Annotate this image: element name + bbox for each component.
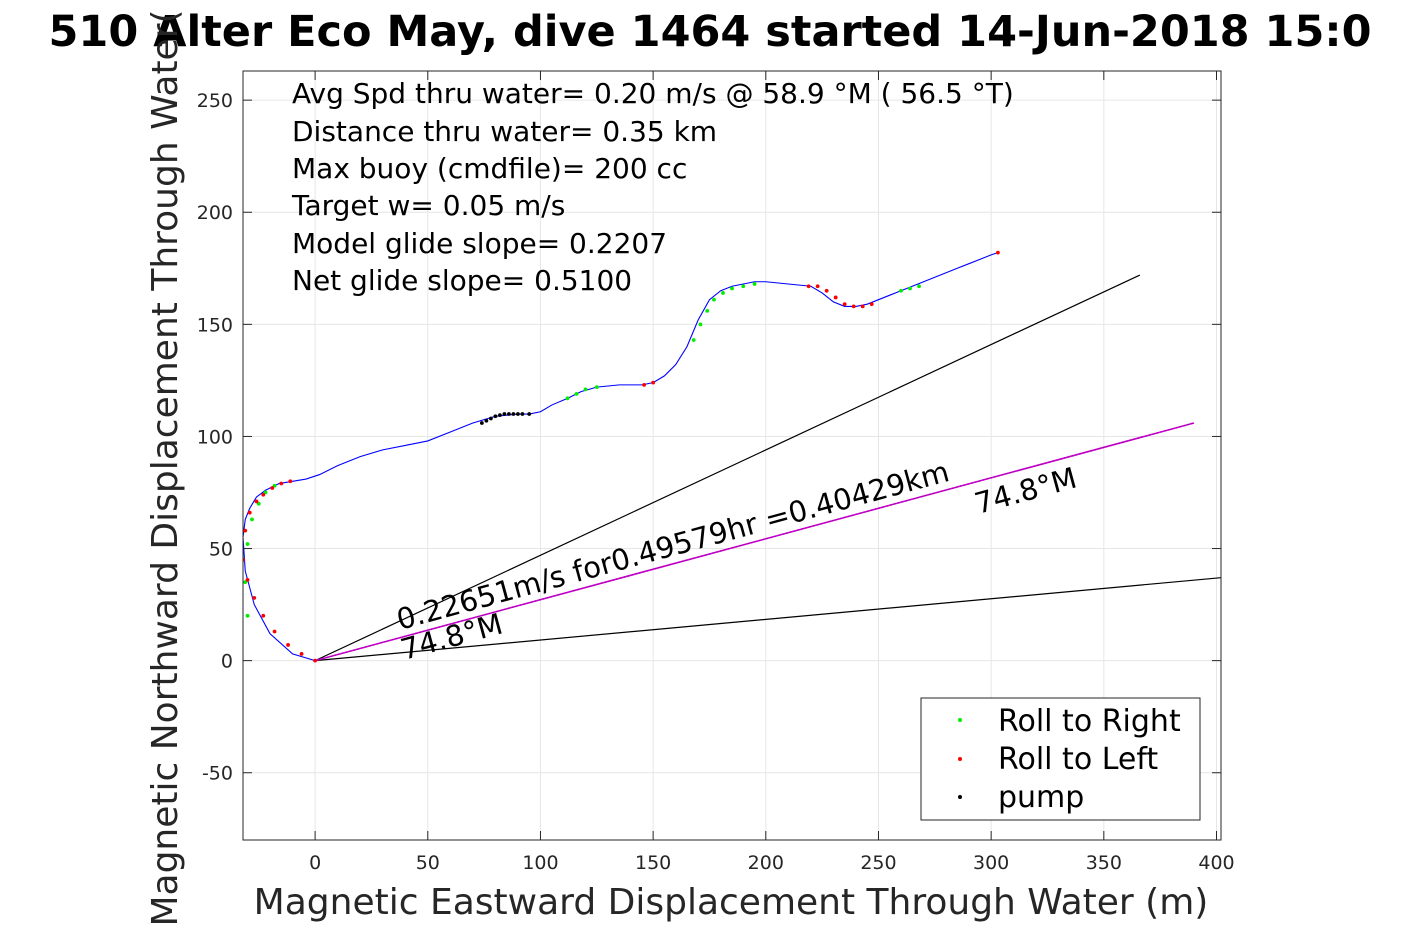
roll-right-point (698, 322, 703, 327)
current-vector-line (314, 422, 1195, 662)
chart-title: 510 Alter Eco May, dive 1464 started 14-… (48, 7, 1371, 57)
plot-frame (242, 70, 1222, 841)
roll-left-point (286, 643, 290, 647)
roll-right-point (691, 338, 696, 342)
y-tick-label: 100 (197, 426, 233, 448)
roll-right-point (565, 396, 570, 401)
roll-left-point (270, 486, 275, 490)
roll-left-point (254, 499, 259, 504)
x-tick-label: 400 (1198, 852, 1234, 874)
x-tick-label: 100 (522, 852, 558, 874)
pump-point (520, 412, 525, 416)
legend-marker-pump (958, 795, 962, 799)
roll-right-point (583, 387, 588, 392)
roll-right-point (705, 308, 710, 313)
y-tick-label: 50 (209, 539, 233, 561)
roll-right-point (712, 297, 716, 302)
x-tick-label: 0 (309, 852, 321, 874)
roll-left-point (279, 481, 284, 486)
legend-label-pump: pump (998, 780, 1084, 815)
roll-left-point (869, 302, 874, 307)
roll-left-point (824, 288, 829, 293)
pump-point (479, 421, 484, 425)
roll-left-point (243, 528, 248, 533)
legend-label-roll-left: Roll to Left (998, 742, 1158, 777)
roll-left-point (842, 302, 847, 307)
roll-left-point (860, 304, 865, 309)
pump-point (493, 414, 498, 419)
pump-point (511, 412, 516, 416)
roll-right-point (245, 613, 250, 618)
roll-left-point (261, 492, 266, 497)
roll-left-point (833, 295, 838, 300)
x-tick-label: 50 (416, 852, 440, 874)
roll-right-point (752, 282, 757, 286)
reference-lines (314, 274, 1221, 662)
info-line-net-glide: Net glide slope= 0.5100 (292, 264, 632, 297)
roll-left-point (272, 629, 277, 634)
legend-marker-roll-right (958, 718, 962, 722)
legend-label-roll-right: Roll to Right (998, 704, 1181, 739)
roll-right-point (250, 517, 254, 522)
roll-left-point (288, 479, 293, 484)
x-tick-label: 250 (860, 852, 896, 874)
pump-point (497, 413, 502, 418)
roll-left-point (252, 595, 257, 600)
roll-left-point (247, 510, 252, 515)
legend-box (920, 697, 1201, 821)
y-tick-label: 250 (197, 90, 233, 112)
roll-left-point (815, 284, 820, 289)
roll-right-point (245, 542, 250, 546)
marker-layer (243, 250, 1000, 663)
roll-right-point (594, 385, 599, 390)
x-tick-label: 200 (748, 852, 784, 874)
roll-left-point (245, 578, 250, 582)
roll-right-point (574, 391, 579, 396)
y-tick-label: -50 (202, 763, 233, 785)
glide-slope-line (315, 577, 1221, 662)
axis-ticks: 0 50 100 150 200 250 300 350 400 -50 0 50 100 150 200 2… (197, 71, 1235, 874)
roll-left-point (642, 382, 647, 387)
roll-left-point (261, 613, 266, 618)
roll-right-point (741, 284, 746, 289)
x-axis-label: Magnetic Eastward Displacement Through W… (254, 882, 1209, 923)
y-axis-label: Magnetic Northward Displacement Through … (145, 9, 186, 926)
glider-track-line (243, 252, 999, 662)
y-tick-label: 150 (197, 314, 233, 336)
pump-point (527, 412, 532, 416)
x-tick-label: 350 (1086, 852, 1122, 874)
roll-left-point (996, 250, 1000, 255)
info-line-distance: Distance thru water= 0.35 km (292, 115, 717, 148)
legend-marker-roll-left (958, 757, 962, 761)
roll-right-point (917, 284, 921, 289)
y-tick-label: 200 (197, 202, 233, 224)
pump-point (488, 416, 493, 421)
glide-slope-line (314, 274, 1141, 662)
roll-right-point (721, 291, 725, 295)
info-line-avg-speed: Avg Spd thru water= 0.20 m/s @ 58.9 °M (… (292, 77, 1014, 110)
x-tick-label: 150 (635, 852, 671, 874)
info-line-target-w: Target w= 0.05 m/s (291, 189, 565, 222)
pump-point (502, 412, 507, 416)
track-layer (243, 252, 999, 662)
info-text-block: Avg Spd thru water= 0.20 m/s @ 58.9 °M (… (291, 77, 1014, 297)
roll-left-point (851, 304, 856, 309)
roll-left-point (806, 284, 811, 289)
info-line-model-glide: Model glide slope= 0.2207 (292, 227, 667, 260)
info-line-max-buoy: Max buoy (cmdfile)= 200 cc (292, 152, 687, 185)
pump-point (507, 412, 511, 416)
pump-point (484, 418, 489, 423)
roll-right-point (730, 286, 734, 291)
roll-left-point (313, 658, 318, 663)
roll-left-point (651, 380, 656, 385)
roll-right-point (908, 286, 912, 291)
y-tick-label: 0 (221, 651, 233, 673)
legend: Roll to Right Roll to Left pump (920, 697, 1201, 821)
pump-point (516, 412, 520, 416)
roll-left-point (299, 652, 304, 656)
roll-right-point (899, 288, 903, 293)
x-tick-label: 300 (973, 852, 1009, 874)
